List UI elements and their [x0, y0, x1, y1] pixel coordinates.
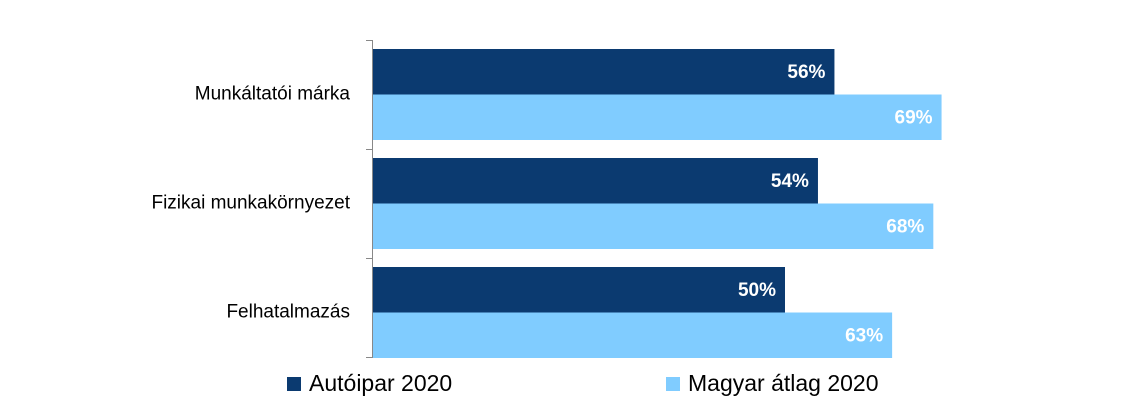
- bar: [373, 158, 818, 204]
- value-label: 69%: [895, 107, 933, 128]
- value-label: 68%: [886, 216, 924, 237]
- bar: [373, 312, 893, 358]
- legend-label: Magyar átlag 2020: [688, 370, 879, 396]
- bar: [373, 267, 785, 313]
- value-label: 63%: [845, 325, 883, 346]
- value-label: 50%: [738, 280, 776, 301]
- bar: [373, 49, 835, 95]
- value-label: 56%: [787, 62, 825, 83]
- category-label: Munkáltatói márka: [195, 84, 351, 105]
- legend-swatch: [287, 377, 301, 391]
- bar: [373, 203, 934, 249]
- category-axis: [366, 40, 373, 358]
- category-label: Fizikai munkakörnyezet: [151, 193, 350, 214]
- bar: [373, 94, 942, 140]
- value-label: 54%: [771, 171, 809, 192]
- legend-label: Autóipar 2020: [309, 370, 452, 396]
- category-label: Felhatalmazás: [226, 302, 350, 323]
- legend-swatch: [666, 377, 680, 391]
